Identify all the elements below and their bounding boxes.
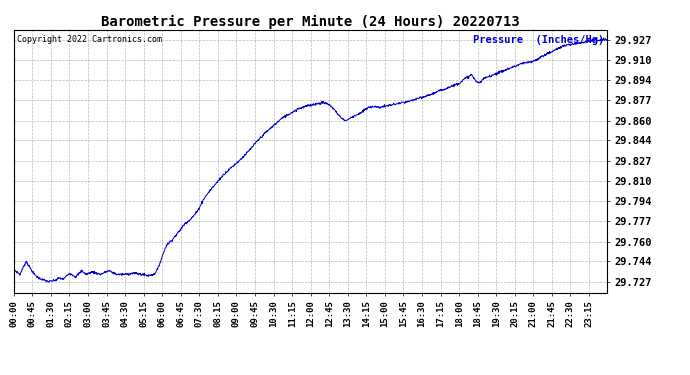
Text: Copyright 2022 Cartronics.com: Copyright 2022 Cartronics.com [17, 35, 161, 44]
Text: Pressure  (Inches/Hg): Pressure (Inches/Hg) [473, 35, 604, 45]
Title: Barometric Pressure per Minute (24 Hours) 20220713: Barometric Pressure per Minute (24 Hours… [101, 15, 520, 29]
